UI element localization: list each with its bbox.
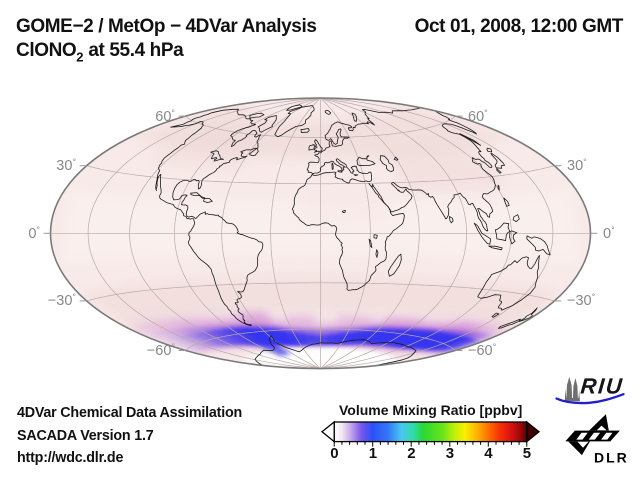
svg-text:DLR: DLR xyxy=(594,449,629,465)
svg-text:30°: 30° xyxy=(567,157,587,174)
svg-text:−60°: −60° xyxy=(468,342,497,359)
svg-text:−30°: −30° xyxy=(48,292,77,309)
svg-text:−30°: −30° xyxy=(567,292,596,309)
svg-text:60°: 60° xyxy=(155,108,175,125)
svg-text:RIU: RIU xyxy=(580,373,625,398)
svg-text:30°: 30° xyxy=(56,157,76,174)
svg-text:60°: 60° xyxy=(468,108,488,125)
svg-text:−60°: −60° xyxy=(147,342,176,359)
